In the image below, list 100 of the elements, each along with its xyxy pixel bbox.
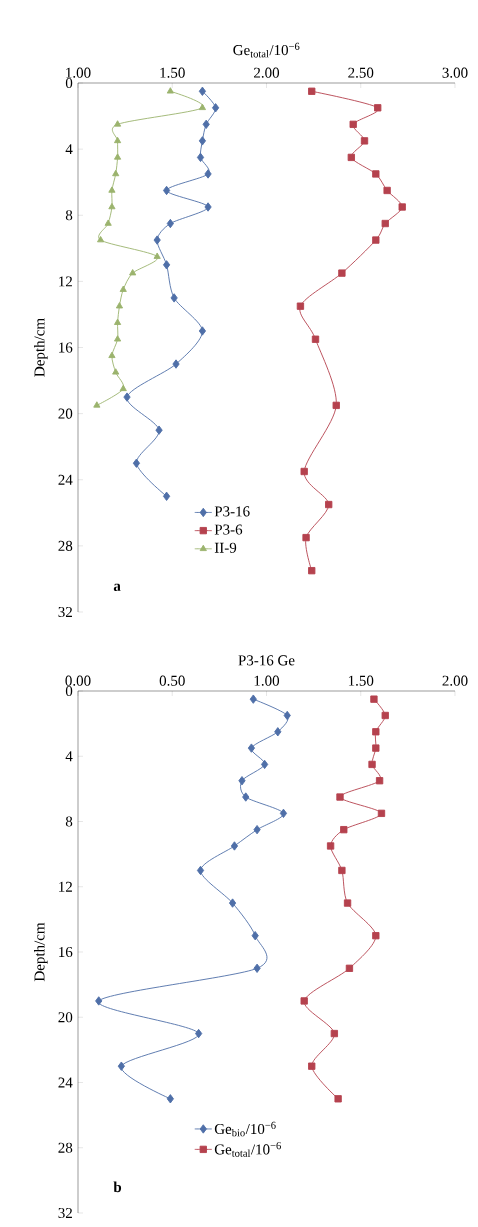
point <box>247 743 256 753</box>
point <box>153 252 161 259</box>
y-tick-label: 24 <box>58 474 73 485</box>
y-tick-label: 8 <box>65 816 73 827</box>
point <box>115 302 124 309</box>
y-tick-label: 16 <box>59 946 73 958</box>
legend-label: II-9 <box>214 542 237 553</box>
point <box>97 236 105 243</box>
point <box>195 1028 203 1039</box>
point <box>112 368 120 375</box>
point <box>198 103 206 111</box>
point <box>132 458 141 468</box>
y-tick-label: 28 <box>58 540 73 551</box>
y-tick-label: 20 <box>58 1012 73 1023</box>
point <box>338 269 346 277</box>
point <box>398 203 406 211</box>
point <box>308 1062 316 1070</box>
point <box>112 169 120 177</box>
point <box>108 186 116 193</box>
point <box>238 776 246 786</box>
point <box>343 899 352 907</box>
point <box>162 491 171 501</box>
x-axis-title: P3-16 Ge <box>238 655 295 666</box>
annotation: b <box>113 1181 122 1193</box>
point <box>325 500 333 509</box>
point <box>198 86 207 96</box>
point <box>198 326 207 336</box>
point <box>230 841 239 851</box>
point <box>372 932 380 940</box>
point <box>372 170 380 178</box>
point <box>347 153 355 162</box>
y-tick-label: 24 <box>58 1077 73 1088</box>
point <box>153 235 161 245</box>
y-tick-label: 4 <box>65 144 73 155</box>
point <box>372 236 380 244</box>
y-axis-title: Depth/cm <box>34 318 48 377</box>
point <box>283 710 291 721</box>
point <box>108 351 116 359</box>
x-axis-title: Ge$_{total}$/10$^{−6}$ <box>233 42 300 58</box>
point <box>374 104 382 112</box>
annotation: a <box>113 583 121 591</box>
point <box>196 152 205 163</box>
point <box>326 842 335 850</box>
legend-label: P3-16 <box>214 506 250 517</box>
point <box>338 866 346 875</box>
point <box>368 760 376 769</box>
point <box>300 997 308 1005</box>
point <box>166 87 174 94</box>
point <box>330 1029 338 1038</box>
point <box>93 401 101 408</box>
point <box>311 335 320 343</box>
point <box>372 728 380 736</box>
x-tick-label: 0.00 <box>65 675 91 686</box>
point <box>372 744 380 752</box>
point <box>119 285 127 292</box>
point <box>377 809 386 817</box>
point <box>114 335 122 342</box>
point <box>381 711 389 720</box>
x-tick-label: 1.00 <box>66 67 91 78</box>
point <box>123 392 131 402</box>
y-tick-label: 32 <box>58 606 72 618</box>
point <box>155 425 163 435</box>
point <box>242 792 250 802</box>
x-tick-label: 2.00 <box>442 675 468 686</box>
point <box>251 931 259 941</box>
point <box>166 1094 174 1104</box>
point <box>212 103 220 113</box>
point <box>261 759 269 770</box>
point <box>114 153 122 160</box>
point <box>228 898 237 908</box>
point <box>129 269 137 276</box>
point <box>104 219 112 226</box>
point <box>360 137 369 145</box>
point <box>383 186 391 195</box>
x-tick-label: 1.00 <box>254 675 280 686</box>
y-tick-label: 8 <box>65 210 73 221</box>
x-tick-label: 2.50 <box>348 67 374 78</box>
y-tick-label: 12 <box>59 881 72 892</box>
y-tick-label: 16 <box>59 342 73 353</box>
point <box>349 120 357 128</box>
point <box>108 202 116 210</box>
point <box>334 1095 342 1103</box>
point <box>119 384 127 392</box>
point <box>196 865 205 876</box>
point <box>302 533 310 542</box>
y-tick-label: 20 <box>58 408 73 419</box>
point <box>274 727 282 737</box>
point <box>198 136 207 146</box>
point <box>166 218 174 229</box>
point <box>308 567 316 575</box>
y-tick-label: 28 <box>58 1142 73 1153</box>
point <box>249 694 257 704</box>
x-tick-label: 0.50 <box>159 675 185 686</box>
point <box>345 964 354 972</box>
point <box>300 467 308 476</box>
point <box>117 1061 125 1071</box>
x-tick-label: 3.00 <box>442 67 468 78</box>
point <box>381 219 389 228</box>
y-tick-label: 32 <box>58 1207 72 1219</box>
point <box>296 302 305 310</box>
